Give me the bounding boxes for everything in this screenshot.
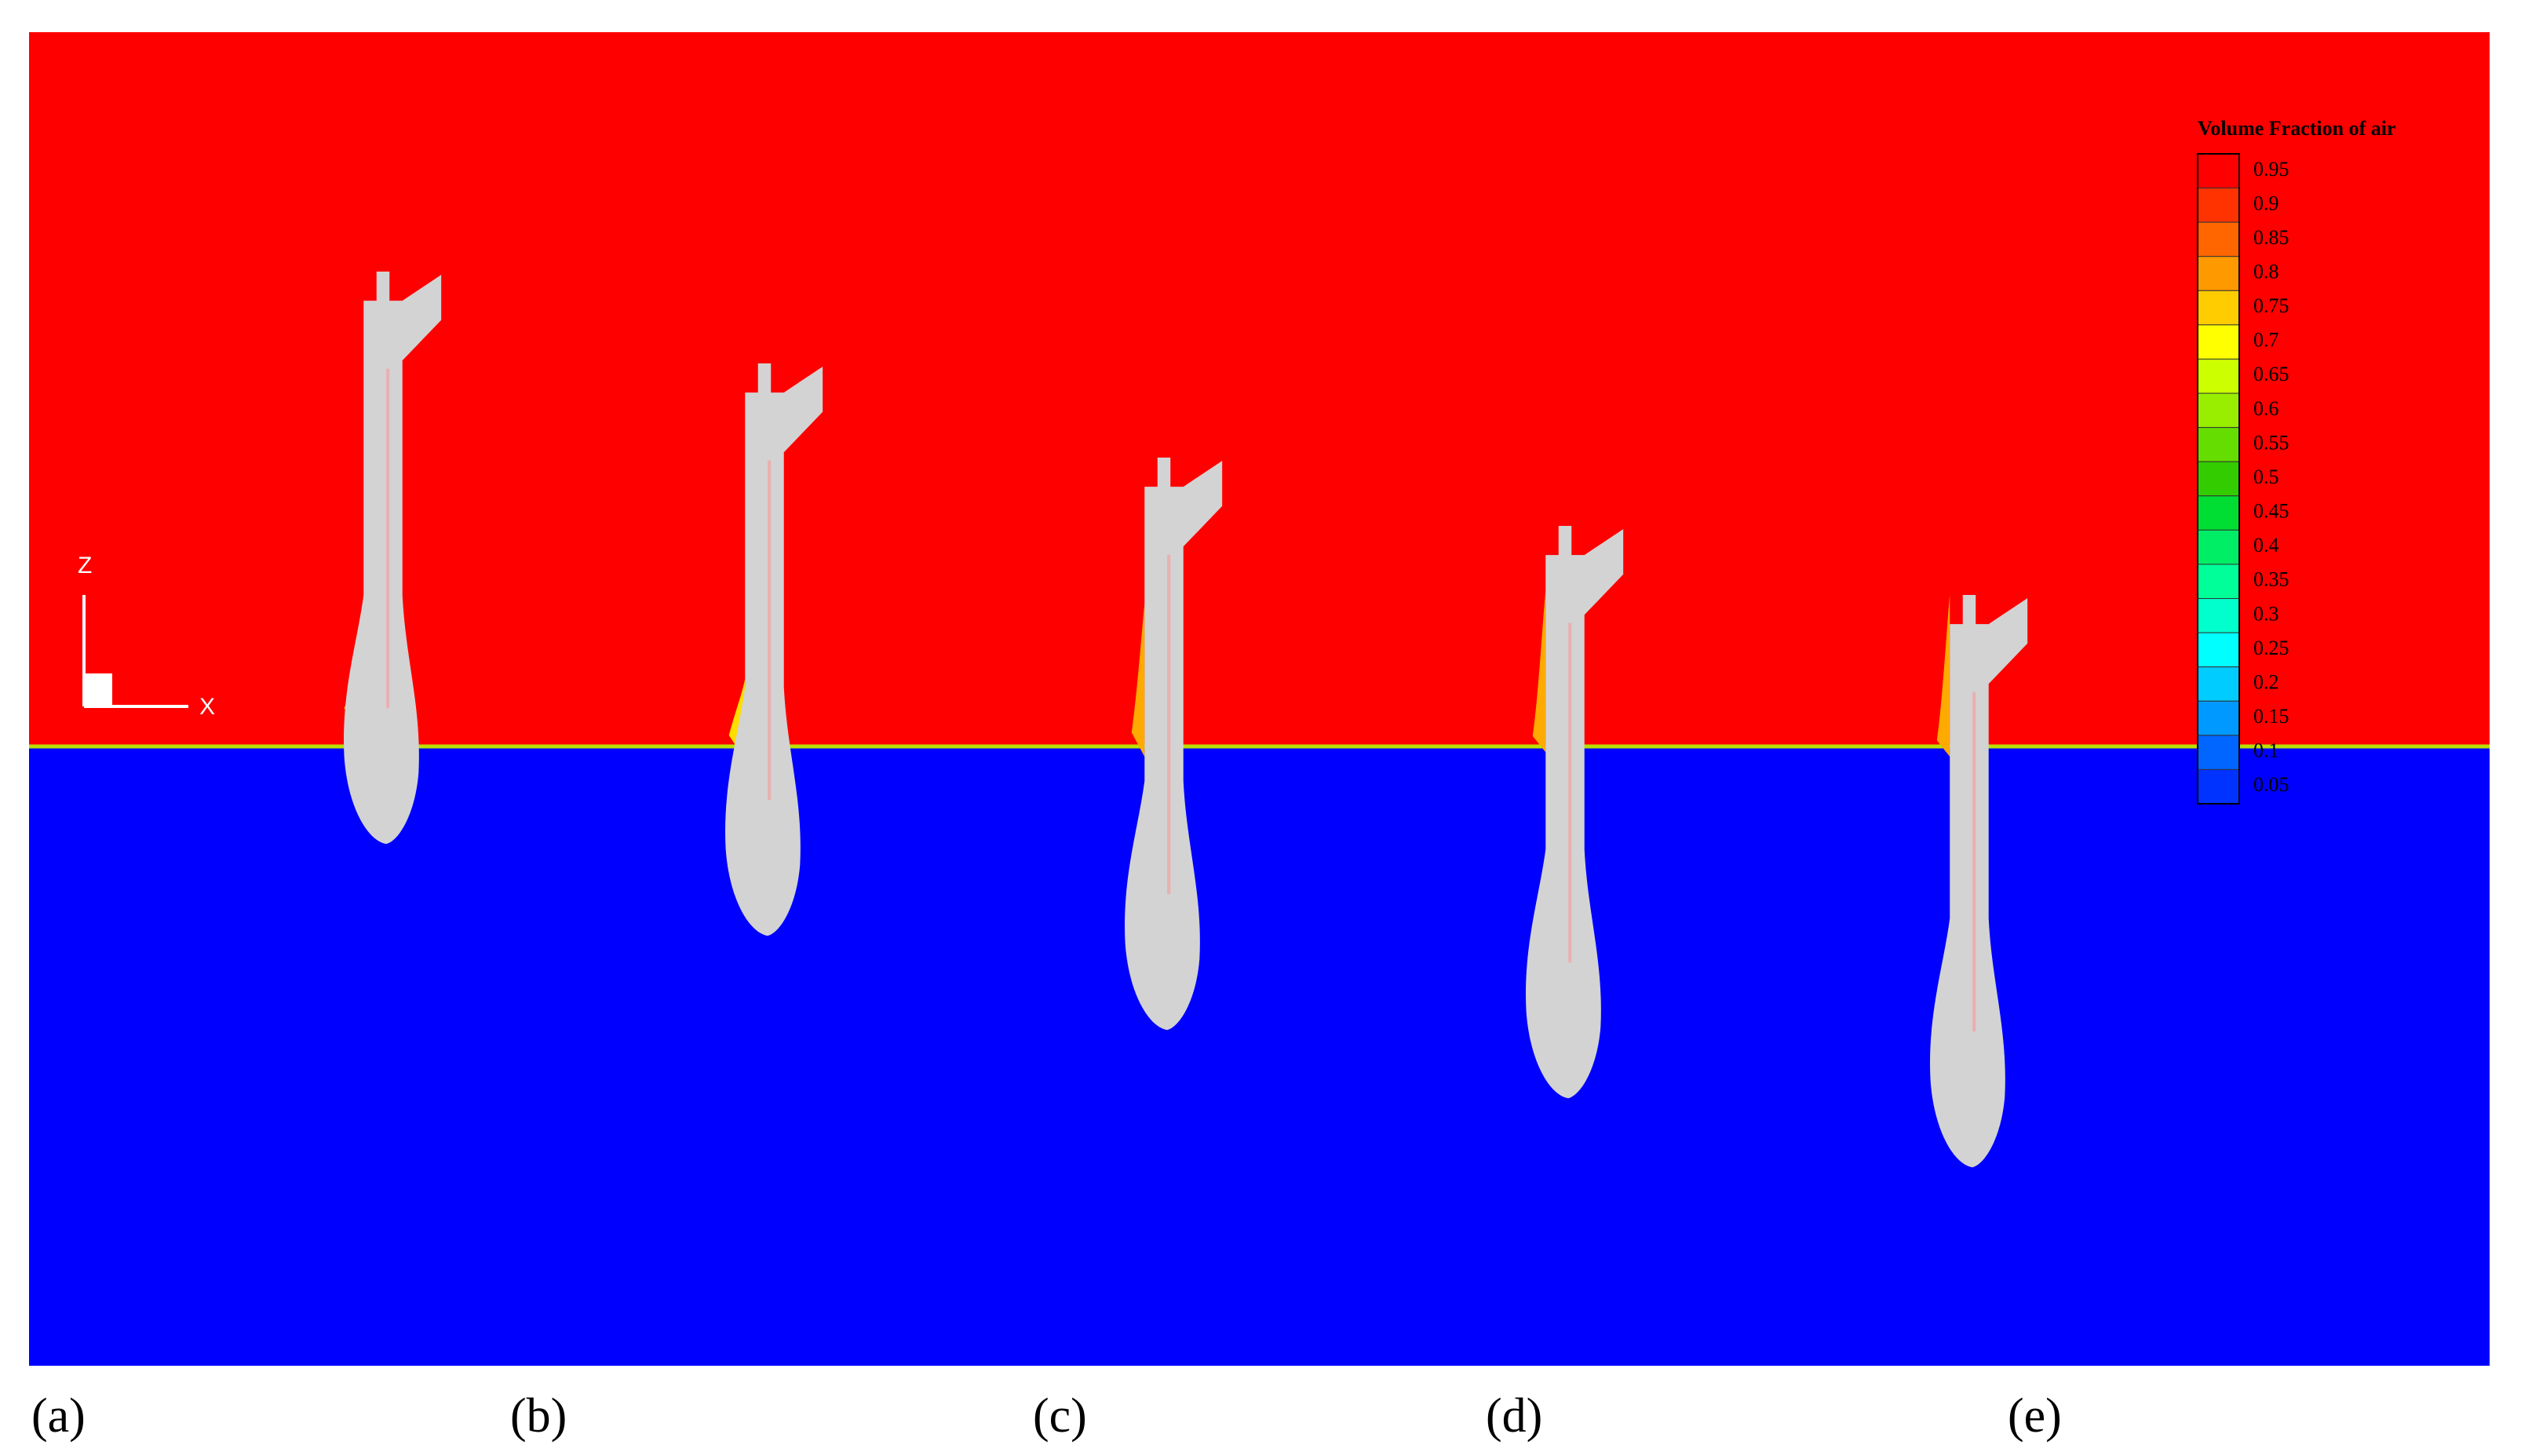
colorbar-band [2197, 188, 2240, 223]
colorbar-band [2197, 666, 2240, 702]
colorbar-band [2197, 529, 2240, 565]
air-region [29, 32, 2490, 746]
colorbar-tick-label: 0.3 [2253, 602, 2279, 625]
origin-box [84, 673, 112, 705]
colorbar-band [2197, 461, 2240, 497]
projectile-d [1526, 526, 1623, 1098]
colorbar-band [2197, 221, 2240, 257]
colorbar-frame [2197, 153, 2240, 805]
panel-label: (e) [2008, 1389, 2062, 1443]
panel-label: (c) [1033, 1389, 1087, 1443]
z-label: Z [78, 553, 92, 578]
colorbar-tick-label: 0.7 [2253, 329, 2279, 352]
colorbar-tick-label: 0.25 [2253, 637, 2289, 659]
panel-label: (b) [510, 1389, 567, 1443]
colorbar-band [2197, 564, 2240, 600]
colorbar-band [2197, 427, 2240, 462]
colorbar-band [2197, 735, 2240, 770]
colorbar-tick-label: 0.1 [2253, 739, 2279, 762]
x-label: X [199, 694, 215, 720]
colorbar-tick-label: 0.5 [2253, 465, 2279, 488]
projectile-c [1125, 458, 1222, 1030]
colorbar-band [2197, 324, 2240, 359]
coordinate-axes: Z X [78, 553, 215, 720]
projectile-e [1930, 595, 2027, 1167]
colorbar-band [2197, 290, 2240, 326]
colorbar-band [2197, 495, 2240, 531]
colorbar-tick-label: 0.8 [2253, 260, 2279, 283]
colorbar-tick-label: 0.35 [2253, 568, 2289, 591]
colorbar-tick-label: 0.85 [2253, 226, 2289, 249]
water-region [29, 746, 2490, 1366]
colorbar-tick-label: 0.15 [2253, 705, 2289, 728]
colorbar-tick-label: 0.95 [2253, 158, 2289, 181]
colorbar-tick-label: 0.4 [2253, 534, 2279, 556]
panel-label: (d) [1486, 1389, 1542, 1443]
colorbar-tick-label: 0.05 [2253, 773, 2289, 796]
colorbar-title: Volume Fraction of air [2198, 117, 2396, 140]
projectile-a [344, 272, 441, 844]
colorbar-band [2197, 768, 2240, 805]
projectiles [344, 272, 2027, 1167]
projectile-b [725, 363, 823, 936]
colorbar-tick-label: 0.75 [2253, 294, 2289, 317]
colorbar-band [2197, 700, 2240, 736]
panel-labels: (a) (b) (c) (d) (e) [31, 1389, 2062, 1443]
colorbar-band [2197, 153, 2240, 189]
colorbar-tick-label: 0.65 [2253, 363, 2289, 385]
colorbar-band [2197, 632, 2240, 668]
colorbar-tick-label: 0.55 [2253, 431, 2289, 454]
colorbar-tick-label: 0.9 [2253, 192, 2279, 214]
colorbar-band [2197, 598, 2240, 633]
colorbar: 0.95 0.9 0.85 0.8 0.75 0.7 0.65 0.6 0.55 0.5 0.45 0… [2197, 153, 2289, 805]
colorbar-tick-label: 0.45 [2253, 500, 2289, 523]
panel-label: (a) [31, 1389, 86, 1443]
colorbar-band [2197, 256, 2240, 291]
colorbar-tick-label: 0.2 [2253, 670, 2279, 693]
colorbar-band [2197, 392, 2240, 429]
colorbar-tick-label: 0.6 [2253, 397, 2279, 420]
colorbar-band [2197, 358, 2240, 394]
